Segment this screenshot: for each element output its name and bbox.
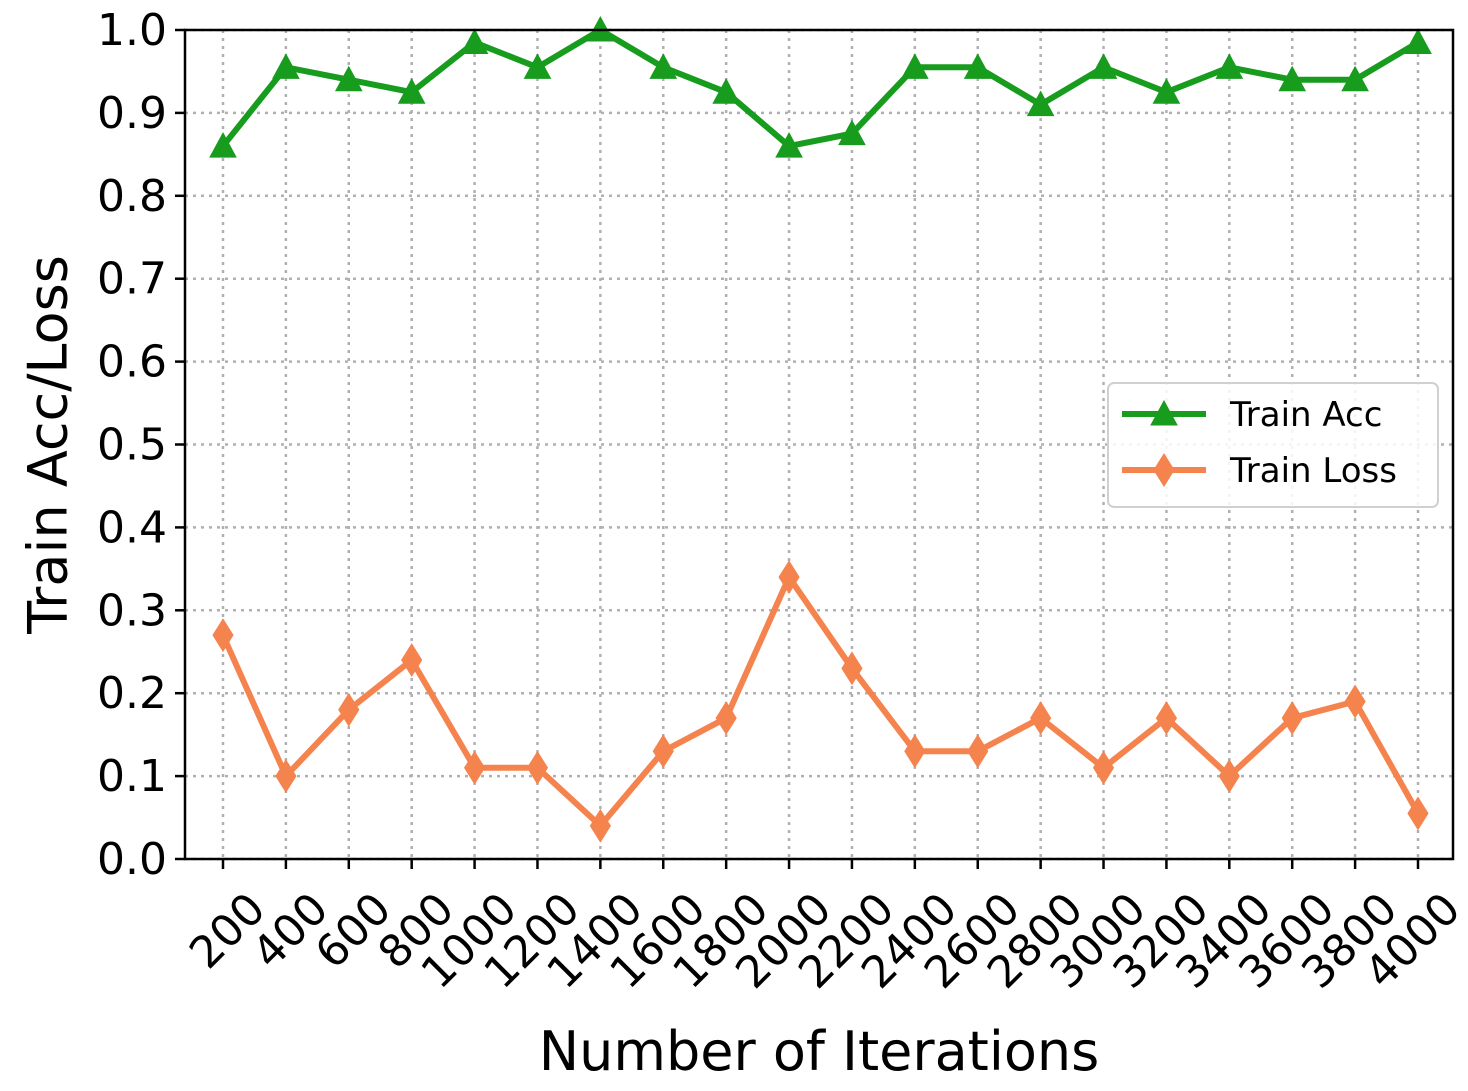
y-tick-label: 0.6	[97, 337, 167, 388]
data-point	[967, 734, 989, 769]
series-line	[220, 27, 1420, 150]
x-axis-label: Number of Iterations	[539, 1020, 1100, 1083]
data-point	[1152, 78, 1181, 104]
data-point	[589, 808, 611, 843]
data-point	[1030, 701, 1052, 736]
data-point	[523, 53, 552, 79]
y-tick-label: 0.0	[97, 834, 167, 885]
data-point	[1344, 684, 1366, 719]
data-point	[338, 692, 360, 727]
y-tick-label: 0.4	[97, 502, 167, 553]
data-point	[1404, 28, 1432, 54]
data-point	[526, 750, 549, 785]
legend-entry: Train Loss	[1122, 451, 1397, 491]
y-tick-label: 0.7	[97, 254, 167, 305]
data-point	[1215, 53, 1244, 79]
legend-label: Train Loss	[1229, 451, 1397, 491]
data-point	[212, 618, 234, 653]
y-tick-label: 0.3	[97, 585, 167, 636]
data-point	[1092, 750, 1115, 785]
data-point	[1281, 701, 1303, 736]
legend-marker	[1153, 453, 1175, 487]
data-point	[209, 132, 237, 158]
y-tick-label: 0.8	[97, 171, 167, 222]
data-point	[901, 53, 929, 79]
y-tick-label: 0.2	[97, 668, 167, 719]
data-point	[838, 119, 866, 146]
y-tick-label: 0.5	[97, 420, 167, 471]
data-point	[460, 28, 489, 54]
data-point	[904, 734, 926, 769]
data-point	[272, 53, 300, 79]
series-train-acc	[209, 15, 1432, 158]
series-train-loss	[212, 560, 1429, 843]
data-point	[397, 78, 426, 104]
data-point	[463, 750, 486, 785]
legend-entry: Train Acc	[1122, 395, 1382, 435]
legend-label: Train Acc	[1229, 395, 1382, 435]
data-point	[1407, 796, 1429, 831]
data-point	[712, 78, 740, 104]
data-point	[1278, 65, 1307, 92]
series-line	[220, 574, 1421, 829]
data-point	[275, 759, 297, 794]
y-tick-label: 0.9	[97, 88, 167, 139]
data-point	[649, 53, 678, 79]
data-point	[963, 53, 992, 79]
data-point	[841, 651, 863, 686]
data-point	[652, 734, 674, 769]
data-point	[1218, 759, 1240, 794]
y-axis-label: Train Acc/Loss	[17, 255, 80, 635]
y-tick-label: 0.1	[97, 751, 167, 802]
data-point	[778, 560, 800, 595]
data-point	[1089, 53, 1118, 79]
data-point	[1341, 65, 1369, 92]
data-point	[775, 132, 803, 158]
legend: Train Acc Train Loss	[1107, 382, 1439, 508]
data-point	[401, 643, 423, 677]
data-point	[1155, 701, 1178, 736]
data-point	[334, 65, 363, 92]
data-point	[715, 701, 737, 736]
series-layer	[209, 15, 1432, 843]
x-axis-ticks: 2004006008001000120014001600180020002200…	[180, 859, 1468, 999]
y-tick-label: 1.0	[97, 5, 167, 56]
data-point	[1026, 90, 1055, 117]
legend-marker	[1150, 399, 1178, 426]
y-axis-ticks: 0.0 0.1 0.2 0.3 0.4 0.5 0.6 0.7 0.8 0.9 1.0	[97, 5, 185, 885]
